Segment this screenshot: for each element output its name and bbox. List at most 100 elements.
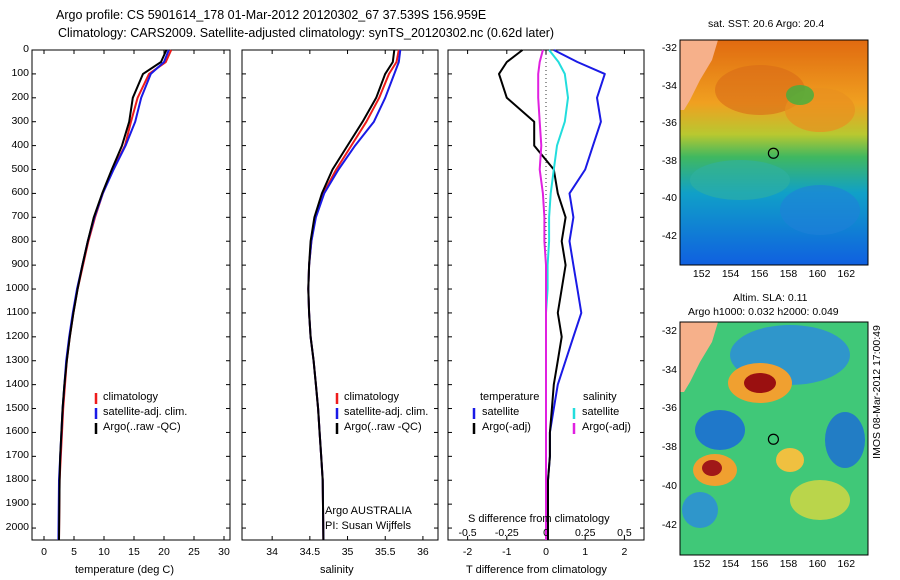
x-tick-label: 15 bbox=[128, 546, 140, 558]
x2-tick-label: -0.5 bbox=[458, 527, 477, 539]
depth-tick-label: 900 bbox=[11, 258, 29, 271]
x-tick-label: 34.5 bbox=[299, 546, 321, 558]
x2-tick-label: 0.25 bbox=[574, 527, 596, 539]
legend-sal-satellite: satellite-adj. clim. bbox=[344, 406, 429, 418]
legend-diff-temp-satellite: satellite bbox=[482, 406, 520, 418]
depth-tick-label: 600 bbox=[11, 186, 29, 199]
sla-map-title2: Argo h1000: 0.032 h2000: 0.049 bbox=[688, 306, 839, 318]
legend-temp-argo: Argo(..raw -QC) bbox=[103, 421, 181, 433]
depth-tick-label: 800 bbox=[11, 234, 29, 247]
map-lon-label: 156 bbox=[750, 558, 769, 570]
x-tick-label: -1 bbox=[502, 546, 512, 558]
map-lon-label: 154 bbox=[721, 558, 740, 570]
map-lon-label: 162 bbox=[837, 268, 856, 280]
x-tick-label: 36 bbox=[417, 546, 429, 558]
depth-tick-label: 2000 bbox=[5, 521, 29, 534]
x-tick-label: 20 bbox=[158, 546, 170, 558]
x-tick-label: 25 bbox=[188, 546, 200, 558]
map-lat-label: -42 bbox=[661, 518, 677, 531]
map-lon-label: 152 bbox=[692, 268, 711, 280]
map-lon-label: 158 bbox=[779, 268, 798, 280]
temperature-axes bbox=[31, 49, 231, 541]
x2-tick-label: 0 bbox=[543, 527, 549, 539]
map-lon-label: 154 bbox=[721, 268, 740, 280]
map-lat-label: -34 bbox=[661, 79, 677, 92]
sst-map-title: sat. SST: 20.6 Argo: 20.4 bbox=[708, 18, 825, 30]
series-line-salinity-argo-adj- bbox=[537, 49, 547, 540]
legend-sal-argo: Argo(..raw -QC) bbox=[344, 421, 422, 433]
depth-tick-label: 1300 bbox=[5, 353, 29, 366]
legend-sal-climatology: climatology bbox=[344, 391, 400, 403]
legend-diff-sal-argo: Argo(-adj) bbox=[582, 421, 631, 433]
sst-map bbox=[680, 40, 868, 265]
map-lat-label: -38 bbox=[661, 154, 677, 167]
depth-tick-label: 200 bbox=[11, 90, 29, 103]
depth-tick-label: 300 bbox=[11, 114, 29, 127]
depth-tick-label: 500 bbox=[11, 162, 29, 175]
x2-tick-label: 0.5 bbox=[617, 527, 632, 539]
depth-tick-label: 1000 bbox=[5, 282, 29, 295]
x-tick-label: 1 bbox=[582, 546, 589, 558]
t-difference-xlabel: T difference from climatology bbox=[466, 564, 607, 576]
x-tick-label: 10 bbox=[98, 546, 110, 558]
map-lon-label: 162 bbox=[837, 558, 856, 570]
header-line1: Argo profile: CS 5901614_178 01-Mar-2012… bbox=[56, 8, 487, 22]
depth-tick-label: 1400 bbox=[5, 377, 29, 390]
sla-map-title1: Altim. SLA: 0.11 bbox=[733, 292, 808, 304]
depth-tick-label: 700 bbox=[11, 210, 29, 223]
depth-tick-label: 400 bbox=[11, 138, 29, 151]
depth-tick-label: 1900 bbox=[5, 497, 29, 510]
depth-tick-label: 1200 bbox=[5, 329, 29, 342]
map-lat-label: -40 bbox=[661, 192, 677, 205]
x-tick-label: 0 bbox=[543, 546, 549, 558]
map-lon-label: 156 bbox=[750, 268, 769, 280]
legend-swatches bbox=[94, 393, 576, 434]
depth-tick-label: 1700 bbox=[5, 449, 29, 462]
salinity-axes bbox=[241, 49, 439, 541]
sla-map-frame bbox=[679, 321, 869, 556]
x-tick-label: 0 bbox=[41, 546, 47, 558]
depth-tick-label: 100 bbox=[11, 66, 29, 79]
legend-temp-satellite: satellite-adj. clim. bbox=[103, 406, 188, 418]
legend-temp-climatology: climatology bbox=[103, 391, 159, 403]
map-lat-label: -34 bbox=[661, 363, 677, 376]
map-lon-label: 158 bbox=[779, 558, 798, 570]
depth-tick-label: 1800 bbox=[5, 473, 29, 486]
depth-tick-label: 1600 bbox=[5, 425, 29, 438]
map-lat-label: -32 bbox=[661, 324, 677, 337]
header-line2: Climatology: CARS2009. Satellite-adjuste… bbox=[58, 26, 555, 40]
x-tick-label: 34 bbox=[266, 546, 278, 558]
legend-diff-sal-satellite: satellite bbox=[582, 406, 620, 418]
float-position-marker-sst bbox=[767, 147, 780, 159]
x-tick-label: 35 bbox=[341, 546, 354, 558]
x-tick-label: -2 bbox=[462, 546, 473, 558]
legend-diff-sal-title: salinity bbox=[583, 391, 617, 403]
x-tick-label: 5 bbox=[71, 546, 77, 558]
sla-map bbox=[680, 322, 868, 555]
series-line-argo-raw-qc- bbox=[58, 49, 168, 541]
map-lon-label: 152 bbox=[692, 558, 711, 570]
series-line-satellite-adj-clim- bbox=[57, 49, 170, 541]
series-line-argo-raw-qc- bbox=[307, 49, 396, 541]
depth-tick-label: 0 bbox=[23, 43, 29, 55]
credit-line1: Argo AUSTRALIA bbox=[325, 505, 412, 517]
series-line-temperature-satellite bbox=[547, 49, 606, 540]
profile-curves bbox=[57, 49, 606, 541]
map-lat-label: -42 bbox=[661, 229, 677, 242]
temperature-xlabel: temperature (deg C) bbox=[75, 564, 175, 576]
depth-tick-label: 1100 bbox=[6, 305, 29, 318]
sst-map-frame bbox=[679, 39, 869, 266]
salinity-xlabel: salinity bbox=[320, 564, 354, 576]
legend-diff-temp-title: temperature bbox=[480, 391, 540, 403]
float-position-marker-sla bbox=[767, 433, 780, 445]
s-difference-xlabel: S difference from climatology bbox=[468, 513, 610, 525]
depth-tick-label: 1500 bbox=[5, 401, 29, 414]
map-lat-label: -36 bbox=[661, 117, 677, 130]
x2-tick-label: -0.25 bbox=[494, 527, 519, 539]
map-lat-label: -36 bbox=[661, 402, 677, 415]
credit-line2: PI: Susan Wijffels bbox=[325, 520, 411, 532]
side-timestamp: IMOS 08-Mar-2012 17:00:49 bbox=[871, 325, 883, 459]
map-lat-label: -38 bbox=[661, 441, 677, 454]
map-lat-label: -40 bbox=[661, 480, 677, 493]
map-lat-label: -32 bbox=[661, 42, 677, 55]
